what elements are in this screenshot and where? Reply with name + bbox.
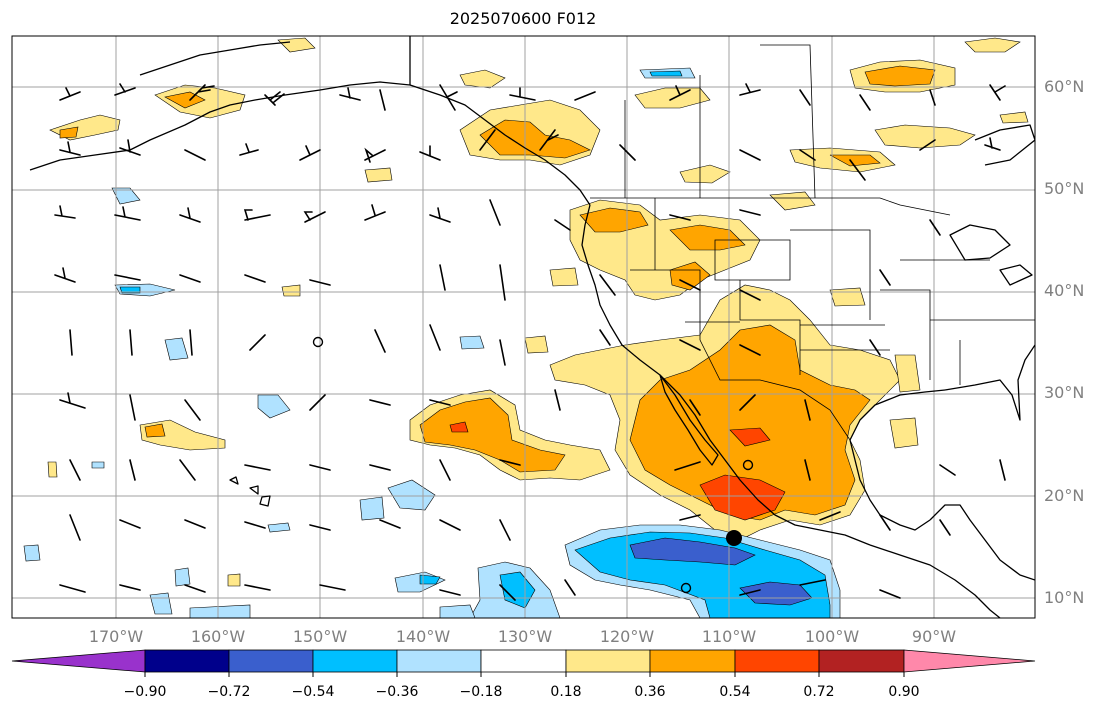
colorbar-extend-high — [903, 649, 1036, 673]
lon-label: 90°W — [911, 627, 957, 646]
colorbar-tick-label: −0.18 — [459, 684, 503, 700]
lat-label: 50°N — [1044, 179, 1085, 198]
lat-label: 60°N — [1044, 77, 1085, 96]
colorbar-segment — [649, 649, 736, 673]
colorbar-segment — [565, 649, 651, 673]
colorbar-tick-label: −0.36 — [375, 684, 419, 700]
coastlines — [29, 36, 1035, 618]
colorbar-tick-label: 0.90 — [888, 684, 920, 700]
lon-label: 170°W — [88, 627, 144, 646]
lon-label: 100°W — [804, 627, 860, 646]
negative-anomaly-fill — [23, 67, 841, 618]
lon-label: 150°W — [292, 627, 348, 646]
lon-label: 160°W — [190, 627, 246, 646]
lat-label: 20°N — [1044, 486, 1085, 505]
lat-label: 10°N — [1044, 588, 1085, 607]
colorbar-tick-label: 0.36 — [634, 684, 666, 700]
colorbar-segment — [312, 649, 398, 673]
lat-label: 40°N — [1044, 281, 1085, 300]
map-frame — [11, 35, 1036, 619]
colorbar-segment — [144, 649, 230, 673]
map-title: 2025070600 F012 — [449, 9, 597, 28]
calm-wind-marker — [742, 459, 754, 471]
lon-label: 130°W — [497, 627, 553, 646]
lon-label: 120°W — [599, 627, 655, 646]
political-borders — [409, 36, 1035, 441]
colorbar — [11, 649, 1036, 677]
colorbar-tick-label: 0.54 — [719, 684, 751, 700]
colorbar-segment — [396, 649, 482, 673]
colorbar-tick-label: −0.54 — [291, 684, 335, 700]
colorbar-tick-label: −0.72 — [207, 684, 251, 700]
lat-lon-grid — [12, 36, 1035, 618]
positive-anomaly-fill — [47, 37, 1029, 587]
lat-label: 30°N — [1044, 383, 1085, 402]
location-marker — [726, 530, 742, 546]
wind-barbs — [54, 83, 1006, 601]
colorbar-segment — [228, 649, 314, 673]
colorbar-extend-low — [11, 649, 146, 673]
lon-label: 140°W — [395, 627, 451, 646]
lon-label: 110°W — [701, 627, 757, 646]
colorbar-tick-label: 0.18 — [550, 684, 582, 700]
colorbar-tick-label: −0.90 — [123, 684, 167, 700]
calm-wind-marker — [312, 336, 324, 348]
calm-wind-marker — [680, 582, 692, 594]
colorbar-segment — [734, 649, 820, 673]
colorbar-segment — [818, 649, 905, 673]
colorbar-tick-label: 0.72 — [803, 684, 835, 700]
colorbar-segment — [480, 649, 567, 673]
